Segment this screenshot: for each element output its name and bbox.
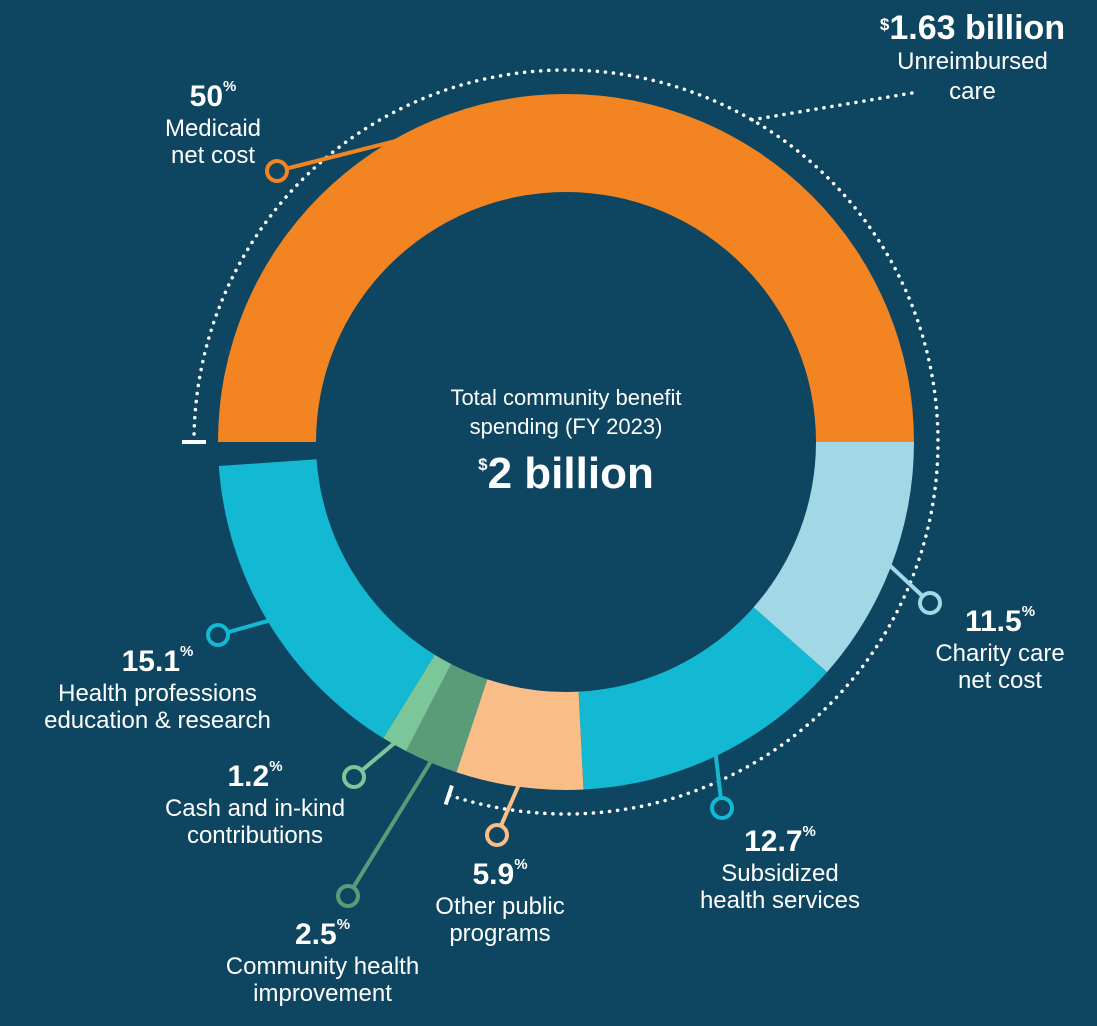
center-total: $2 billion bbox=[366, 449, 766, 499]
segment-community-health bbox=[406, 664, 488, 773]
center-value: 2 billion bbox=[487, 449, 654, 499]
center-title: Total community benefit spending (FY 202… bbox=[366, 384, 766, 441]
label-charity: 11.5% Charity care net cost bbox=[905, 603, 1095, 695]
label-percent: 2.5% bbox=[294, 916, 351, 951]
label-cash-inkind: 1.2% Cash and in-kind contributions bbox=[140, 758, 370, 850]
callout-dot-medicaid bbox=[265, 159, 289, 183]
segment-other-public bbox=[456, 679, 584, 791]
callout-dot-charity bbox=[918, 591, 942, 615]
label-medicaid: 50% Medicaid net cost bbox=[128, 78, 298, 170]
callout-dot-subsidized bbox=[710, 796, 734, 820]
label-percent: 15.1% bbox=[121, 643, 194, 678]
label-other-public: 5.9% Other public programs bbox=[400, 856, 600, 948]
unreimbursed-text: Unreimbursed care bbox=[897, 48, 1048, 106]
callout-dot-health-prof bbox=[206, 623, 230, 647]
segment-charity bbox=[753, 442, 914, 673]
label-community-health: 2.5% Community health improvement bbox=[190, 916, 455, 1008]
callout-dot-other-public bbox=[485, 823, 509, 847]
segment-medicaid bbox=[218, 94, 914, 442]
label-name: Cash and in-kind contributions bbox=[164, 794, 346, 850]
label-name: Community health improvement bbox=[225, 952, 420, 1008]
label-name: Medicaid net cost bbox=[164, 114, 262, 170]
center-title-line2: spending (FY 2023) bbox=[469, 413, 663, 439]
center-title-line1: Total community benefit bbox=[450, 385, 682, 410]
unreimbursed-currency: $ bbox=[879, 15, 890, 34]
callout-dot-cash-inkind bbox=[342, 765, 366, 789]
label-name: Other public programs bbox=[435, 892, 565, 948]
unreimbursed-value: 1.63 billion bbox=[889, 9, 1066, 47]
segment-subsidized bbox=[578, 607, 828, 790]
label-health-prof: 15.1% Health professions education & rese… bbox=[20, 643, 295, 735]
callout-dot-community-health bbox=[336, 884, 360, 908]
bracket-end-tick bbox=[443, 784, 454, 806]
segment-cash-inkind bbox=[383, 654, 452, 752]
label-name: Subsidized health services bbox=[699, 859, 861, 915]
unreimbursed-amount: $1.63 billion bbox=[850, 9, 1095, 47]
label-percent: 11.5% bbox=[964, 603, 1036, 638]
label-name: Charity care net cost bbox=[935, 639, 1065, 695]
label-name: Health professions education & research bbox=[44, 679, 271, 735]
unreimbursed-bracket bbox=[192, 68, 940, 816]
label-percent: 12.7% bbox=[744, 823, 816, 858]
center-caption: Total community benefit spending (FY 202… bbox=[366, 384, 766, 499]
segment-health-prof bbox=[218, 459, 435, 739]
unreimbursed-label: $1.63 billion Unreimbursed care bbox=[850, 9, 1095, 107]
label-percent: 1.2% bbox=[227, 758, 283, 793]
label-percent: 50% bbox=[189, 78, 237, 113]
center-currency: $ bbox=[478, 455, 488, 475]
label-subsidized: 12.7% Subsidized health services bbox=[670, 823, 890, 915]
callout-line-community-health bbox=[346, 757, 435, 898]
label-percent: 5.9% bbox=[472, 856, 528, 891]
callout-line-medicaid bbox=[276, 96, 567, 173]
